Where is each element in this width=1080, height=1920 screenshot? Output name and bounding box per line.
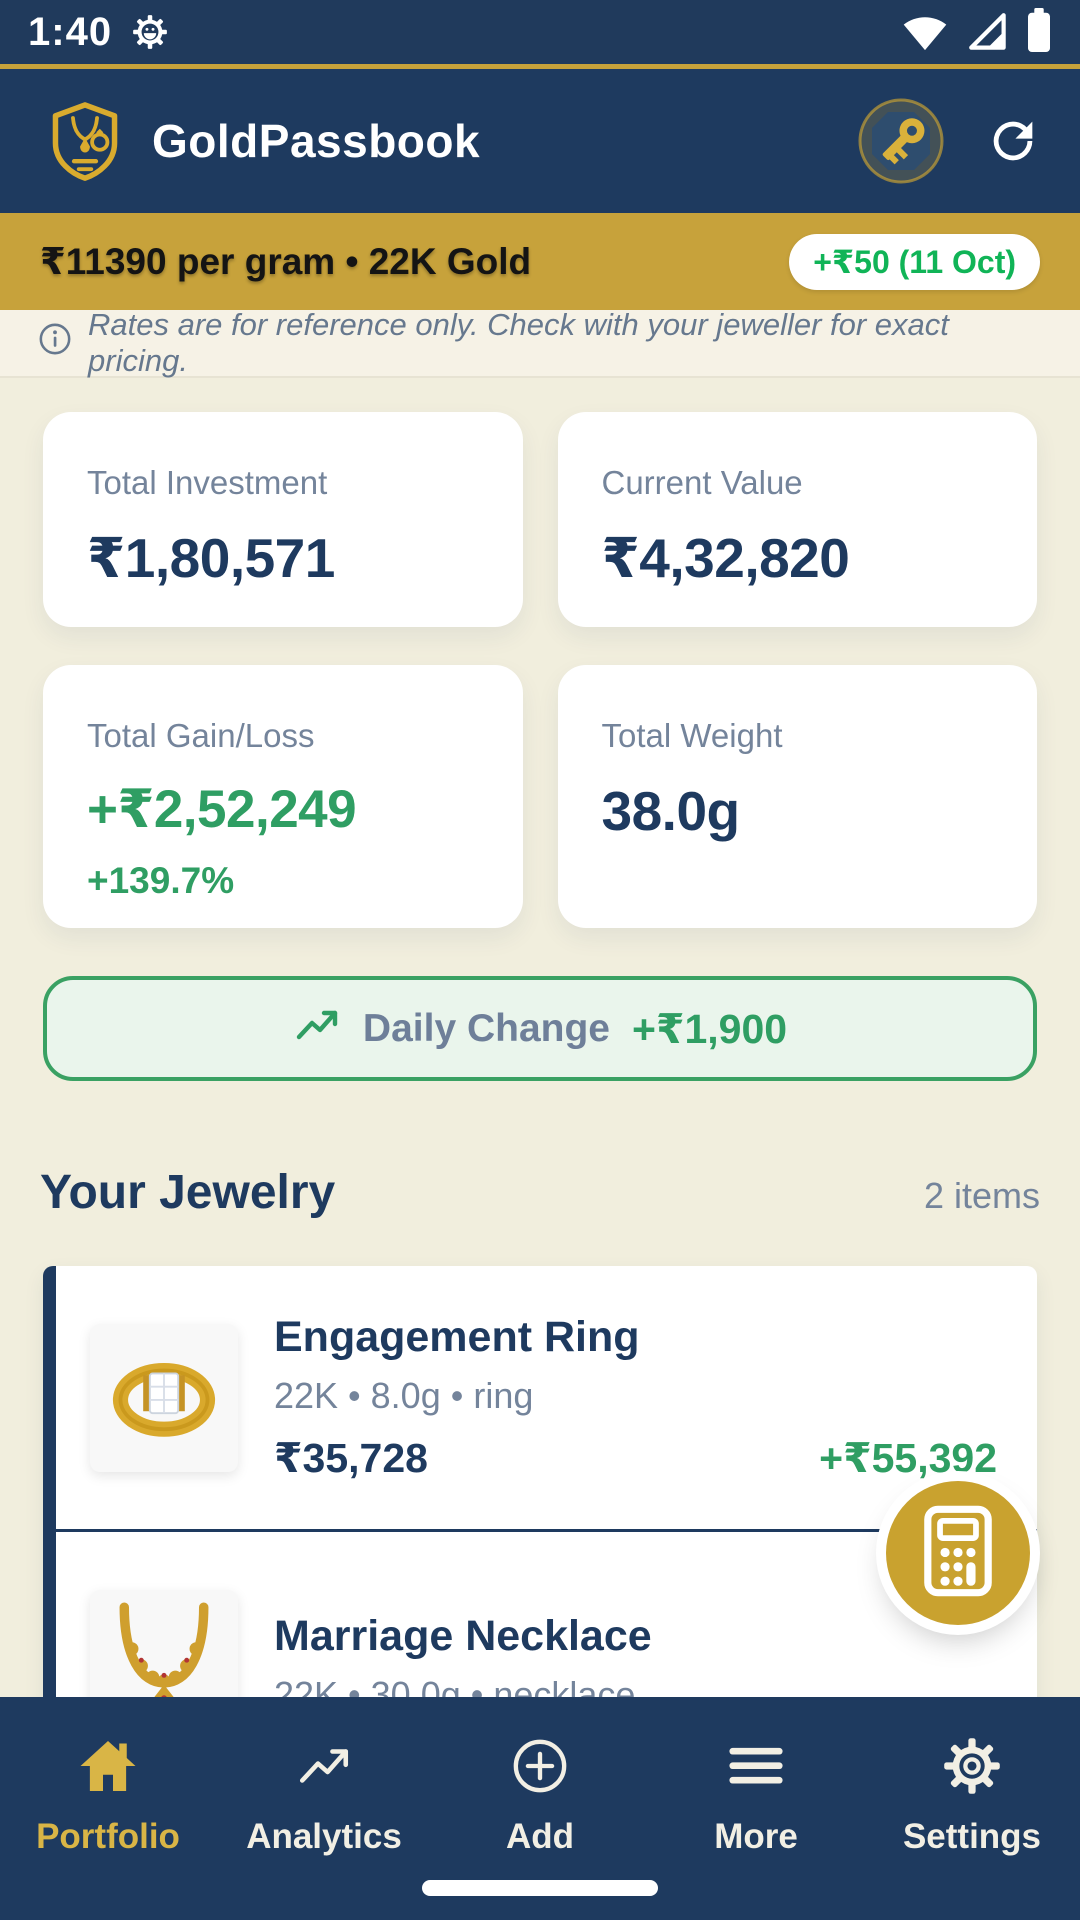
total-gain-loss-card: Total Gain/Loss +₹2,52,249 +139.7%	[43, 665, 523, 928]
nav-item-add[interactable]: Add	[432, 1735, 648, 1920]
shield-jewelry-logo-icon	[50, 101, 120, 181]
item-name: Marriage Necklace	[274, 1611, 652, 1660]
calculator-icon	[922, 1505, 994, 1602]
gold-divider-line	[0, 64, 1080, 69]
jewelry-item-engagement-ring[interactable]: Engagement Ring 22K • 8.0g • ring ₹35,72…	[56, 1266, 1037, 1529]
card-label: Current Value	[601, 464, 803, 501]
home-icon	[78, 1735, 138, 1797]
status-icons	[902, 7, 1052, 57]
rates-disclaimer: Rates are for reference only. Check with…	[0, 307, 1080, 378]
card-value: ₹4,32,820	[601, 527, 850, 589]
gold-rate-banner: ₹11390 per gram • 22K Gold +₹50 (11 Oct)	[0, 213, 1080, 310]
clock: 1:40	[28, 9, 113, 54]
trend-up-icon	[293, 1002, 341, 1055]
current-value-card: Current Value ₹4,32,820	[557, 412, 1037, 627]
nav-label: Analytics	[246, 1817, 402, 1856]
total-weight-card: Total Weight 38.0g	[557, 665, 1037, 928]
status-bar: 1:40	[0, 0, 1080, 64]
trend-up-icon	[295, 1735, 353, 1797]
stats-grid: Total Investment ₹1,80,571 Current Value…	[43, 412, 1037, 928]
jewelry-section-header: Your Jewelry 2 items	[40, 1165, 1040, 1220]
daily-change-banner: Daily Change +₹1,900	[43, 976, 1037, 1081]
info-icon	[38, 322, 72, 364]
daily-change-value: +₹1,900	[632, 1005, 788, 1052]
item-value: ₹35,728	[274, 1435, 428, 1481]
add-circle-icon	[511, 1735, 569, 1797]
signal-icon	[966, 10, 1008, 57]
nav-label: Portfolio	[36, 1817, 180, 1856]
daily-change-label: Daily Change	[362, 1006, 610, 1050]
section-title: Your Jewelry	[40, 1166, 336, 1219]
debug-icon	[132, 14, 168, 50]
home-indicator-handle[interactable]	[422, 1880, 658, 1896]
item-name: Engagement Ring	[274, 1313, 640, 1361]
wifi-icon	[902, 14, 948, 57]
battery-icon	[1026, 7, 1052, 57]
card-value: ₹1,80,571	[87, 527, 335, 589]
nav-label: Settings	[902, 1817, 1042, 1856]
nav-label: Add	[505, 1817, 575, 1856]
card-label: Total Investment	[87, 464, 328, 501]
item-info: Engagement Ring 22K • 8.0g • ring ₹35,72…	[274, 1313, 997, 1482]
nav-item-analytics[interactable]: Analytics	[216, 1735, 432, 1920]
nav-item-portfolio[interactable]: Portfolio	[0, 1735, 216, 1920]
rate-change-badge: +₹50 (11 Oct)	[789, 233, 1040, 290]
nav-label: More	[714, 1817, 798, 1856]
menu-icon	[727, 1735, 785, 1797]
app-bar: GoldPassbook	[0, 69, 1080, 213]
card-value: +₹2,52,249	[87, 780, 357, 839]
total-investment-card: Total Investment ₹1,80,571	[43, 412, 523, 627]
gain-percentage: +139.7%	[87, 860, 235, 901]
calculator-fab[interactable]	[886, 1481, 1030, 1625]
appbar-actions	[858, 98, 1042, 184]
app-title: GoldPassbook	[152, 115, 481, 167]
refresh-icon[interactable]	[984, 112, 1042, 170]
card-label: Total Gain/Loss	[87, 717, 315, 754]
bottom-nav: Portfolio Analytics Add	[0, 1697, 1080, 1920]
key-icon[interactable]	[858, 98, 944, 184]
item-count: 2 items	[923, 1175, 1040, 1216]
gold-rate-text: ₹11390 per gram • 22K Gold	[40, 241, 532, 282]
gear-icon	[943, 1735, 1001, 1797]
card-label: Total Weight	[601, 717, 783, 754]
nav-item-more[interactable]: More	[648, 1735, 864, 1920]
nav-item-settings[interactable]: Settings	[864, 1735, 1080, 1920]
card-value: 38.0g	[601, 780, 741, 842]
disclaimer-text: Rates are for reference only. Check with…	[88, 307, 949, 378]
item-meta: 22K • 8.0g • ring	[274, 1375, 534, 1416]
ring-thumbnail	[90, 1323, 238, 1472]
item-gain: +₹55,392	[819, 1435, 997, 1481]
